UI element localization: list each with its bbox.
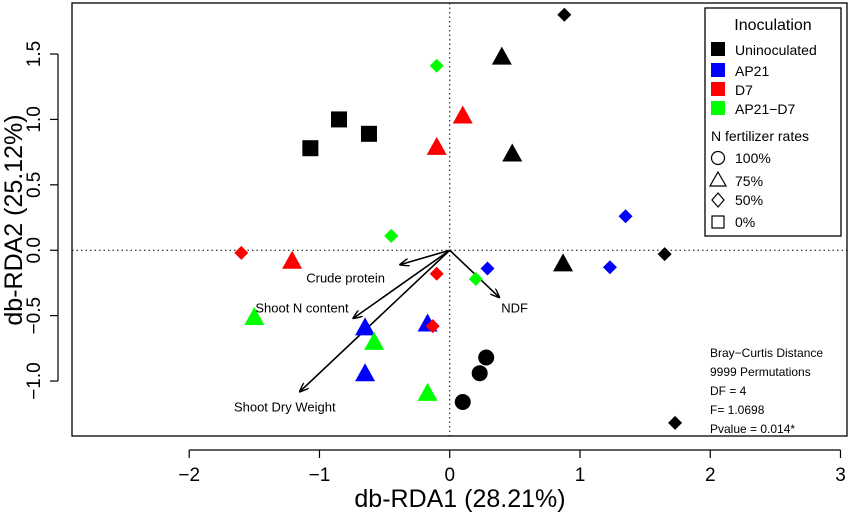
point-square: [360, 125, 377, 142]
legend-shape-title: N fertilizer rates: [711, 128, 809, 144]
vector-label-shoot-n-content: Shoot N content: [255, 300, 349, 315]
x-tick-label: 1: [575, 465, 586, 486]
legend: Inoculation Uninoculated AP21 D7 AP21−D7…: [704, 7, 842, 237]
stat-pvalue: Pvalue = 0.014*: [710, 422, 795, 436]
point-triangle: [553, 253, 574, 272]
x-tick-label: −2: [178, 465, 200, 486]
vector-crude-protein: [400, 249, 450, 264]
point-diamond: [618, 209, 633, 224]
point-diamond: [657, 247, 672, 262]
x-axis: −2 −1 0 1 2 3: [178, 449, 846, 486]
legend-shape-triangle: [708, 170, 728, 187]
point-triangle: [244, 306, 265, 325]
biplot-vectors: Crude protein NDF Shoot N content Shoot Dry…: [234, 249, 528, 415]
point-circle: [478, 349, 495, 366]
point-diamond: [468, 272, 483, 287]
x-axis-title: db-RDA1 (28.21%): [354, 485, 565, 513]
point-diamond: [429, 266, 444, 281]
plot-frame: [71, 2, 848, 437]
vector-label-ndf: NDF: [501, 300, 528, 315]
y-tick-label: 0.0: [24, 237, 45, 263]
point-triangle: [282, 250, 303, 269]
point-diamond: [429, 58, 444, 73]
point-triangle: [355, 317, 376, 336]
legend-swatch-ap21: [711, 63, 725, 77]
legend-label-uninoculated: Uninoculated: [735, 42, 817, 58]
x-tick-label: −1: [309, 465, 331, 486]
y-tick-label: 1.5: [24, 41, 45, 67]
point-diamond: [668, 415, 683, 430]
point-diamond: [234, 245, 249, 260]
legend-swatch-d7: [711, 82, 725, 96]
point-triangle: [502, 143, 523, 162]
legend-swatch-ap21-d7: [711, 101, 725, 115]
legend-shape-circle: [710, 150, 726, 166]
x-tick-label: 3: [835, 465, 846, 486]
point-circle: [454, 393, 471, 410]
stat-f: F= 1.0698: [710, 403, 765, 417]
y-tick-label: −0.5: [24, 297, 45, 335]
permanova-stats: Bray−Curtis Distance 9999 Permutations D…: [710, 346, 823, 436]
legend-label-100: 100%: [735, 150, 771, 166]
vector-label-crude-protein: Crude protein: [306, 271, 385, 286]
legend-box: [704, 7, 842, 237]
legend-label-d7: D7: [735, 82, 753, 98]
vector-shoot-n-content: [353, 249, 451, 318]
legend-title: Inoculation: [734, 17, 811, 34]
point-triangle: [364, 331, 385, 350]
point-diamond: [557, 7, 572, 22]
y-axis-title: db-RDA2 (25.12%): [0, 114, 28, 325]
point-triangle: [417, 382, 438, 401]
legend-swatch-uninoculated: [711, 42, 725, 56]
point-diamond: [480, 261, 495, 276]
y-tick-label: 1.0: [24, 106, 45, 132]
point-triangle: [426, 136, 447, 155]
legend-label-50: 50%: [735, 192, 763, 208]
point-triangle: [355, 363, 376, 382]
y-axis: −1.0 −0.5 0.0 0.5 1.0 1.5: [24, 41, 59, 400]
reference-lines: [72, 3, 847, 436]
point-square: [302, 140, 319, 157]
legend-label-ap21: AP21: [735, 63, 769, 79]
point-diamond: [384, 228, 399, 243]
vector-label-shoot-dry-weight: Shoot Dry Weight: [234, 400, 336, 415]
point-diamond: [602, 260, 617, 275]
x-tick-label: 2: [705, 465, 716, 486]
point-circle: [471, 365, 488, 382]
vector-shoot-dry-weight: [300, 249, 451, 391]
point-square: [331, 111, 348, 128]
point-diamond: [425, 319, 440, 334]
point-triangle: [491, 46, 512, 65]
y-tick-label: −1.0: [24, 362, 45, 400]
x-tick-label: 0: [444, 465, 455, 486]
data-points: [234, 7, 683, 430]
legend-label-75: 75%: [735, 173, 763, 189]
y-tick-label: 0.5: [24, 172, 45, 198]
stat-permutations: 9999 Permutations: [710, 365, 811, 379]
legend-label-ap21-d7: AP21−D7: [735, 101, 796, 117]
stat-distance: Bray−Curtis Distance: [710, 346, 823, 360]
legend-shape-square: [711, 215, 725, 229]
point-triangle: [452, 105, 473, 124]
stat-df: DF = 4: [710, 384, 747, 398]
legend-label-0: 0%: [735, 214, 755, 230]
legend-shape-diamond: [711, 192, 725, 208]
